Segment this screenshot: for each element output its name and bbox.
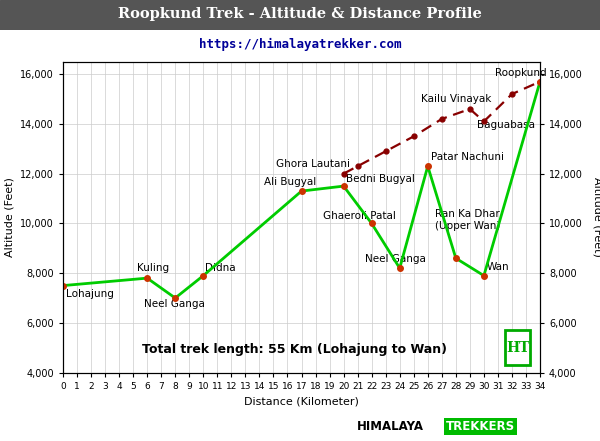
Text: Neel Ganga: Neel Ganga bbox=[145, 299, 205, 309]
Text: Lohajung: Lohajung bbox=[66, 289, 113, 299]
Text: Baguabasa: Baguabasa bbox=[477, 120, 535, 130]
X-axis label: Distance (Kilometer): Distance (Kilometer) bbox=[244, 396, 359, 406]
Text: Kailu Vinayak: Kailu Vinayak bbox=[421, 94, 491, 104]
Text: Wan: Wan bbox=[487, 262, 509, 272]
Text: Ghora Lautani: Ghora Lautani bbox=[276, 159, 350, 169]
Text: Ali Bugyal: Ali Bugyal bbox=[263, 177, 316, 187]
Text: Total trek length: 55 Km (Lohajung to Wan): Total trek length: 55 Km (Lohajung to Wa… bbox=[142, 344, 447, 356]
Y-axis label: Altitude (Feet): Altitude (Feet) bbox=[592, 177, 600, 257]
Text: Patar Nachuni: Patar Nachuni bbox=[431, 153, 503, 162]
Text: Roopkund: Roopkund bbox=[495, 68, 547, 78]
Text: HT: HT bbox=[506, 341, 529, 355]
Text: Didna: Didna bbox=[205, 263, 235, 273]
Text: Bedni Bugyal: Bedni Bugyal bbox=[346, 174, 415, 183]
Text: Ghaeroli Patal: Ghaeroli Patal bbox=[323, 211, 395, 221]
Text: Ran Ka Dhar
(Upper Wan): Ran Ka Dhar (Upper Wan) bbox=[435, 209, 500, 231]
FancyBboxPatch shape bbox=[505, 330, 530, 365]
Text: https://himalayatrekker.com: https://himalayatrekker.com bbox=[199, 38, 401, 51]
Text: Neel Ganga: Neel Ganga bbox=[365, 254, 425, 265]
Text: Kuling: Kuling bbox=[137, 263, 169, 273]
Text: Roopkund Trek - Altitude & Distance Profile: Roopkund Trek - Altitude & Distance Prof… bbox=[118, 7, 482, 22]
Y-axis label: Altitude (Feet): Altitude (Feet) bbox=[5, 177, 14, 257]
Text: HIMALAYA: HIMALAYA bbox=[357, 420, 424, 433]
Text: TREKKERS: TREKKERS bbox=[446, 420, 515, 433]
